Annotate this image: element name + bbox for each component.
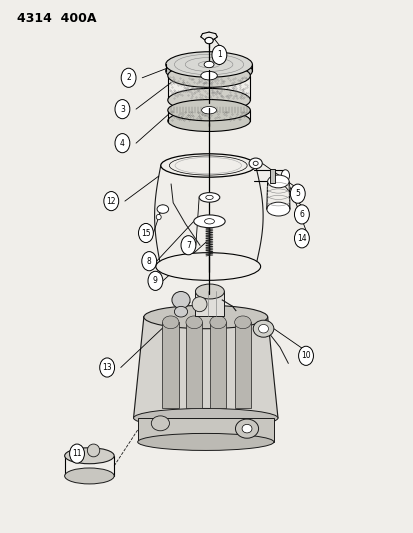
Text: 1: 1 [216, 51, 221, 59]
Ellipse shape [167, 110, 250, 132]
Circle shape [69, 444, 84, 463]
Ellipse shape [155, 253, 260, 280]
Text: 5: 5 [294, 189, 299, 198]
Ellipse shape [193, 215, 225, 228]
Ellipse shape [133, 408, 277, 427]
Text: 13: 13 [102, 363, 112, 372]
Ellipse shape [64, 448, 114, 464]
Ellipse shape [165, 52, 252, 77]
Circle shape [115, 100, 130, 119]
Circle shape [100, 358, 114, 377]
Ellipse shape [171, 292, 190, 309]
Circle shape [138, 223, 153, 243]
Ellipse shape [144, 305, 267, 329]
Circle shape [104, 191, 119, 211]
Ellipse shape [267, 175, 288, 188]
Ellipse shape [165, 58, 252, 84]
Ellipse shape [167, 100, 250, 121]
Ellipse shape [242, 424, 252, 433]
Text: 7: 7 [185, 241, 190, 250]
Ellipse shape [64, 468, 114, 484]
Ellipse shape [205, 195, 213, 199]
Ellipse shape [204, 219, 214, 224]
Ellipse shape [162, 316, 178, 329]
Text: 12: 12 [106, 197, 116, 206]
Ellipse shape [138, 433, 273, 450]
Circle shape [294, 205, 309, 224]
Circle shape [211, 45, 226, 64]
Ellipse shape [209, 316, 226, 329]
Ellipse shape [160, 154, 255, 177]
Bar [234, 322, 251, 408]
Text: 2: 2 [126, 73, 131, 82]
Text: 14: 14 [297, 234, 306, 243]
Ellipse shape [157, 205, 168, 213]
Bar [138, 418, 273, 442]
Ellipse shape [253, 161, 258, 165]
Circle shape [121, 68, 136, 87]
Ellipse shape [199, 192, 219, 202]
Polygon shape [133, 317, 277, 418]
Text: 3: 3 [120, 104, 125, 114]
Ellipse shape [174, 306, 187, 317]
Bar [269, 168, 274, 182]
Text: 9: 9 [153, 276, 157, 285]
Ellipse shape [266, 202, 289, 216]
Ellipse shape [258, 325, 268, 333]
Ellipse shape [167, 88, 250, 112]
Circle shape [115, 134, 130, 153]
Bar [162, 322, 178, 408]
Ellipse shape [204, 61, 214, 68]
Bar [209, 322, 226, 408]
Ellipse shape [156, 214, 161, 220]
Ellipse shape [249, 158, 262, 168]
Bar [195, 292, 224, 316]
Ellipse shape [235, 419, 258, 438]
Text: 15: 15 [141, 229, 150, 238]
Text: 11: 11 [72, 449, 82, 458]
Ellipse shape [280, 169, 289, 181]
Text: 10: 10 [301, 351, 310, 360]
Text: 4314  400A: 4314 400A [17, 12, 97, 26]
Circle shape [298, 346, 313, 366]
Ellipse shape [192, 297, 206, 312]
Ellipse shape [185, 316, 202, 329]
Circle shape [290, 184, 304, 203]
Bar [185, 322, 202, 408]
Ellipse shape [204, 37, 213, 44]
Ellipse shape [200, 71, 217, 80]
Circle shape [142, 252, 156, 271]
Ellipse shape [87, 444, 100, 457]
Ellipse shape [253, 320, 273, 337]
Ellipse shape [234, 316, 251, 329]
Ellipse shape [201, 107, 216, 114]
Ellipse shape [151, 416, 169, 431]
Circle shape [294, 229, 309, 248]
Text: 4: 4 [120, 139, 125, 148]
Ellipse shape [167, 64, 250, 87]
Text: 8: 8 [147, 257, 151, 265]
Circle shape [147, 271, 162, 290]
Ellipse shape [195, 284, 224, 299]
Text: 6: 6 [299, 210, 304, 219]
Circle shape [180, 236, 195, 255]
